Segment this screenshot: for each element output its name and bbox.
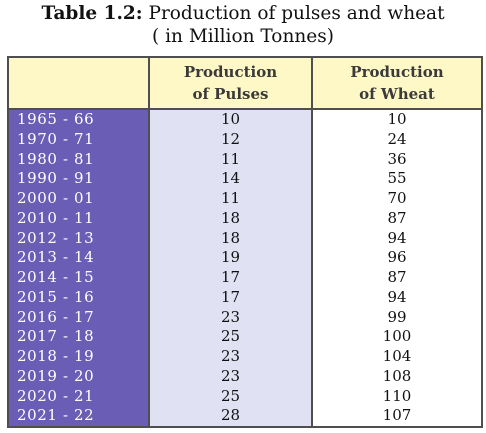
pulses-cell: 18: [220, 228, 241, 247]
pulses-cell: 17: [220, 287, 241, 306]
table-row: 2013 - 14 19 96: [9, 248, 481, 268]
year-cell: 2014 - 15: [17, 268, 95, 286]
pulses-cell: 14: [220, 169, 241, 188]
wheat-cell: 36: [387, 149, 407, 168]
pulses-cell: 19: [220, 248, 241, 267]
wheat-cell: 107: [382, 406, 412, 425]
year-cell: 2013 - 14: [17, 248, 95, 267]
pulses-cell: 25: [220, 327, 241, 346]
year-cell: 1970 - 71: [17, 129, 95, 148]
year-cell: 1990 - 91: [17, 169, 95, 188]
year-column-background: [9, 110, 148, 426]
table-row: 2019 - 20 23 108: [9, 367, 481, 387]
table-caption: Table 1.2: Production of pulses and whea…: [0, 2, 486, 48]
table-row: 2016 - 17 23 99: [9, 308, 481, 328]
header-pulses: Production of Pulses: [183, 63, 278, 103]
table-row: 1970 - 71 12 24: [9, 130, 481, 150]
table-row: 1980 - 81 11 36: [9, 150, 481, 170]
year-cell: 2020 - 21: [17, 386, 95, 405]
wheat-cell: 55: [387, 169, 407, 188]
table-row: 2018 - 19 23 104: [9, 347, 481, 367]
table-row: 2015 - 16 17 94: [9, 288, 481, 308]
wheat-cell: 100: [382, 327, 412, 346]
table-header: Production of Pulses Production of Wheat: [9, 58, 481, 110]
wheat-cell: 99: [387, 307, 407, 326]
year-cell: 2012 - 13: [17, 228, 95, 247]
table-row: 2020 - 21 25 110: [9, 387, 481, 407]
pulses-cell: 28: [220, 406, 241, 425]
year-cell: 2016 - 17: [17, 307, 95, 326]
year-cell: 2010 - 11: [17, 208, 95, 227]
wheat-cell: 104: [382, 347, 412, 365]
year-cell: 2018 - 19: [17, 347, 95, 365]
table-row: 1965 - 66 10 10: [9, 110, 481, 130]
table-row: 2017 - 18 25 100: [9, 327, 481, 347]
wheat-column-background: [313, 110, 481, 426]
wheat-cell: 87: [387, 268, 407, 286]
pulses-column-background: [150, 110, 311, 426]
table-title-text: Production of pulses and wheat: [142, 3, 445, 24]
table-row: 2010 - 11 18 87: [9, 209, 481, 229]
pulses-cell: 10: [220, 110, 241, 128]
table-row: 2012 - 13 18 94: [9, 229, 481, 249]
year-cell: 1980 - 81: [17, 149, 95, 168]
table-title: Table 1.2: Production of pulses and whea…: [0, 2, 486, 25]
table-row: 2014 - 15 17 87: [9, 268, 481, 288]
year-cell: 2017 - 18: [17, 327, 95, 346]
column-divider: [148, 58, 150, 426]
wheat-cell: 94: [387, 228, 407, 247]
pulses-cell: 11: [220, 149, 241, 168]
table-row: 2000 - 01 11 70: [9, 189, 481, 209]
header-year: [9, 58, 148, 108]
pulses-cell: 23: [220, 307, 241, 326]
wheat-cell: 110: [382, 386, 412, 405]
table-number: Table 1.2:: [41, 3, 143, 24]
wheat-cell: 87: [387, 208, 407, 227]
table-row: 2021 - 22 28 107: [9, 406, 481, 426]
table-units: ( in Million Tonnes): [152, 26, 334, 47]
header-wheat: Production of Wheat: [350, 63, 444, 103]
year-cell: 2021 - 22: [17, 406, 95, 425]
column-divider: [311, 58, 313, 426]
year-cell: 2000 - 01: [17, 189, 95, 207]
year-cell: 2019 - 20: [17, 366, 95, 385]
year-cell: 1965 - 66: [17, 110, 95, 128]
pulses-cell: 23: [220, 347, 241, 365]
pulses-cell: 25: [220, 386, 241, 405]
wheat-cell: 70: [387, 189, 407, 207]
pulses-cell: 12: [220, 129, 241, 148]
wheat-cell: 24: [387, 129, 407, 148]
data-table: Production of Pulses Production of Wheat…: [7, 56, 483, 428]
table-row: 1990 - 91 14 55: [9, 169, 481, 189]
pulses-cell: 23: [220, 366, 241, 385]
pulses-cell: 18: [220, 208, 241, 227]
pulses-cell: 17: [220, 268, 241, 286]
year-cell: 2015 - 16: [17, 287, 95, 306]
wheat-cell: 108: [382, 366, 412, 385]
wheat-cell: 96: [387, 248, 407, 267]
wheat-cell: 10: [387, 110, 407, 128]
pulses-cell: 11: [220, 189, 241, 207]
wheat-cell: 94: [387, 287, 407, 306]
